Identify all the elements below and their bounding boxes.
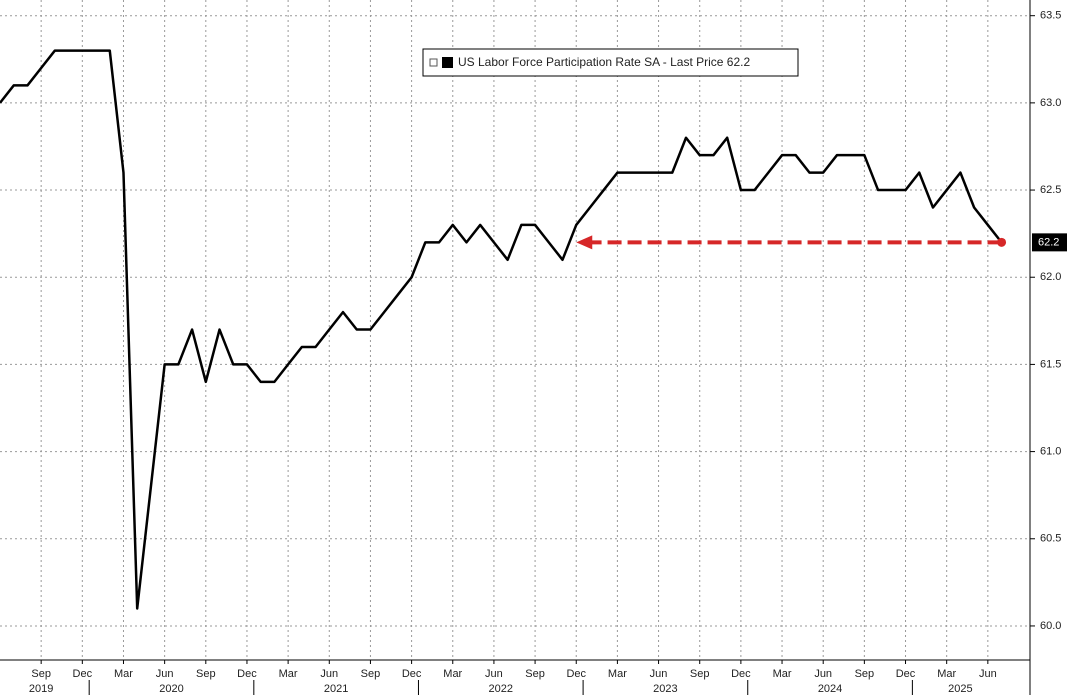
x-tick-label: Mar: [114, 668, 133, 680]
y-tick-label: 60.5: [1040, 533, 1061, 545]
year-label: 2021: [324, 683, 348, 695]
legend: US Labor Force Participation Rate SA - L…: [422, 48, 799, 77]
x-tick-label: Jun: [485, 668, 503, 680]
x-tick-label: Mar: [608, 668, 627, 680]
y-tick-label: 61.0: [1040, 445, 1061, 457]
x-tick-label: Sep: [196, 668, 216, 680]
y-tick-label: 63.5: [1040, 10, 1061, 22]
year-label: 2022: [489, 683, 513, 695]
x-tick-label: Sep: [690, 668, 710, 680]
x-tick-label: Sep: [525, 668, 545, 680]
x-tick-label: Sep: [361, 668, 381, 680]
data-line: [0, 49, 1003, 610]
legend-swatch: [442, 57, 453, 68]
y-tick-label: 62.5: [1040, 184, 1061, 196]
x-tick-label: Dec: [237, 668, 257, 680]
last-price-box: [1032, 233, 1067, 252]
x-tick-label: Jun: [156, 668, 174, 680]
x-tick-label: Dec: [896, 668, 916, 680]
legend-label: US Labor Force Participation Rate SA - L…: [458, 55, 750, 69]
last-price-label: 62.2: [1038, 236, 1059, 248]
x-tick-label: Sep: [855, 668, 875, 680]
x-tick-label: Jun: [320, 668, 338, 680]
x-tick-label: Dec: [73, 668, 93, 680]
year-label: 2023: [653, 683, 677, 695]
x-tick-label: Dec: [402, 668, 422, 680]
year-label: 2019: [29, 683, 53, 695]
y-tick-label: 61.5: [1040, 358, 1061, 370]
x-tick-label: Jun: [814, 668, 832, 680]
y-tick-label: 62.0: [1040, 271, 1061, 283]
x-tick-label: Sep: [31, 668, 51, 680]
y-tick-label: 60.0: [1040, 620, 1061, 632]
x-tick-label: Mar: [279, 668, 298, 680]
x-tick-label: Mar: [937, 668, 956, 680]
annotation-dot: [997, 237, 1007, 247]
x-tick-label: Mar: [773, 668, 792, 680]
x-tick-label: Dec: [566, 668, 586, 680]
year-label: 2025: [948, 683, 972, 695]
legend-expand-icon: [429, 58, 438, 67]
x-tick-label: Jun: [979, 668, 997, 680]
legend-box: [422, 48, 799, 77]
annotation-arrowhead: [576, 235, 593, 250]
x-tick-label: Jun: [650, 668, 668, 680]
x-tick-label: Dec: [731, 668, 751, 680]
x-tick-label: Mar: [443, 668, 462, 680]
year-label: 2020: [159, 683, 183, 695]
year-label: 2024: [818, 683, 842, 695]
y-tick-label: 63.0: [1040, 97, 1061, 109]
